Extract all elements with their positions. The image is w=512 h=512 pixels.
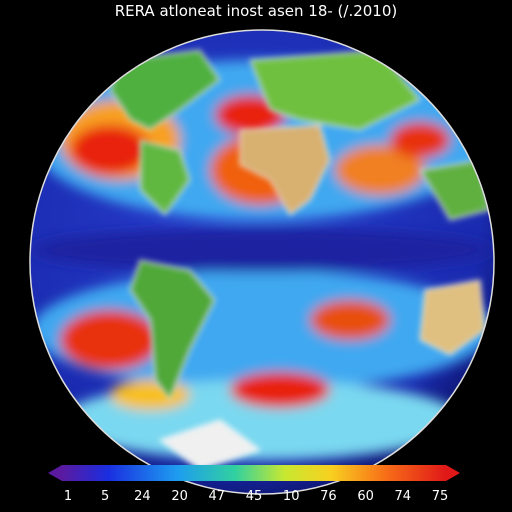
colorbar-label: 10 bbox=[283, 489, 300, 504]
colorbar-label: 1 bbox=[64, 489, 72, 504]
colorbar-label: 47 bbox=[209, 489, 226, 504]
colorbar-label: 75 bbox=[432, 489, 449, 504]
colorbar-arrow-right bbox=[446, 465, 460, 481]
colorbar-arrow-left bbox=[48, 465, 62, 481]
colorbar-label: 5 bbox=[101, 489, 109, 504]
colorbar-label: 76 bbox=[320, 489, 337, 504]
colorbar-label: 60 bbox=[357, 489, 374, 504]
map-title: RERA atloneat inost asen 18- (/.2010) bbox=[115, 2, 398, 20]
colorbar-label: 74 bbox=[395, 489, 412, 504]
colorbar-labels: 1 5 24 20 47 45 10 76 60 74 75 bbox=[64, 489, 448, 504]
globe bbox=[30, 30, 494, 494]
colorbar-label: 24 bbox=[134, 489, 151, 504]
colorbar bbox=[62, 465, 446, 481]
colorbar-label: 45 bbox=[246, 489, 263, 504]
colorbar-label: 20 bbox=[171, 489, 188, 504]
